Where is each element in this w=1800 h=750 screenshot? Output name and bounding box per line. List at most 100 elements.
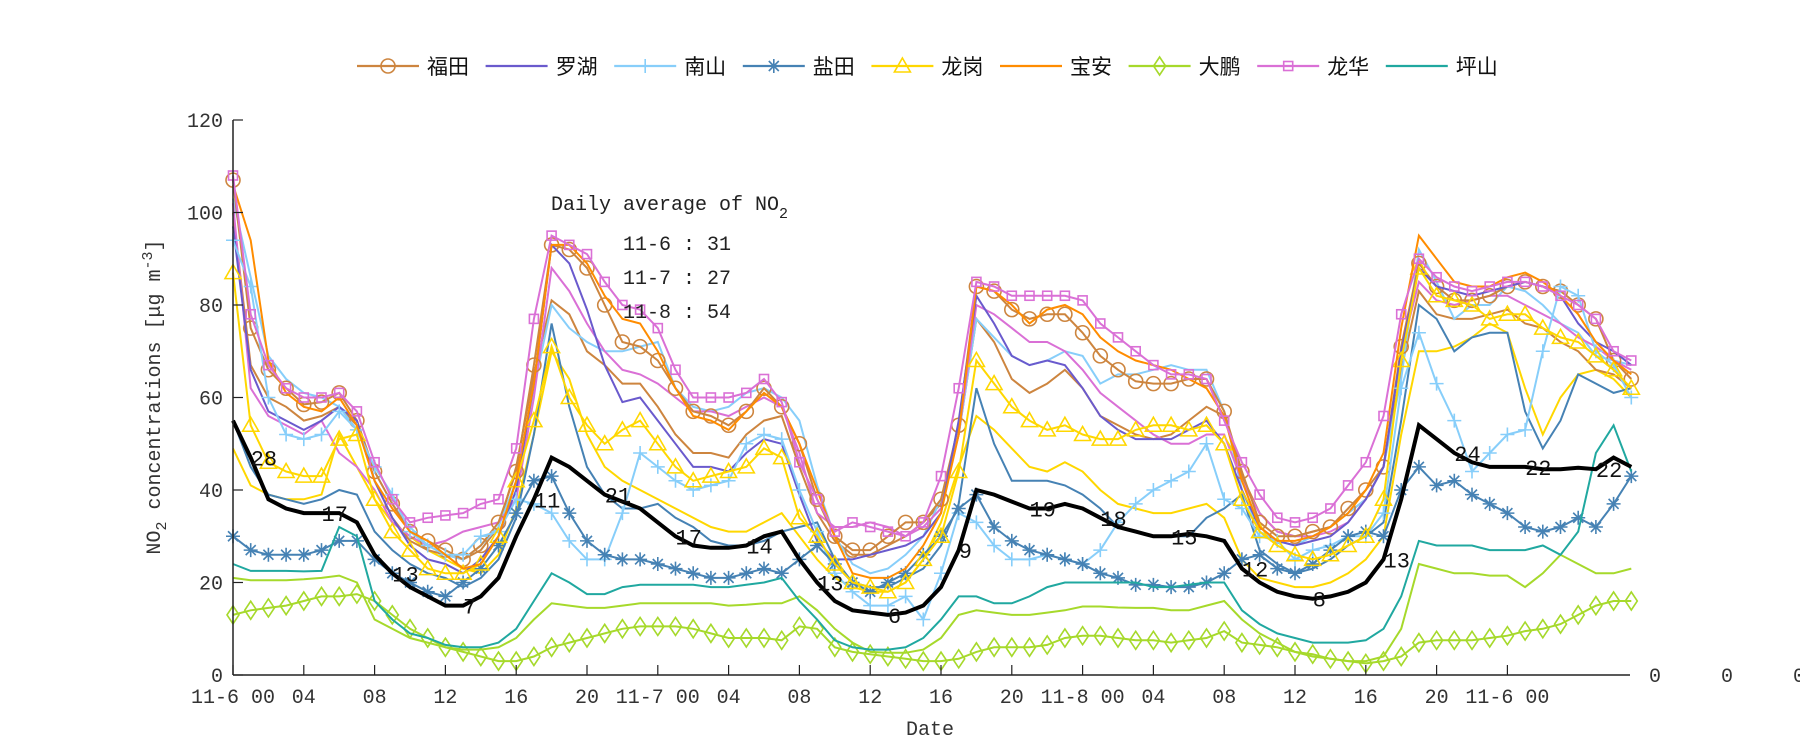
data-point-marker: [1199, 436, 1214, 451]
x-tick-label: 20: [575, 687, 599, 710]
x-tick-label: 16: [929, 687, 953, 710]
data-point-marker: [1144, 415, 1163, 433]
data-point-marker: [933, 491, 949, 508]
data-point-marker: [1095, 318, 1106, 329]
data-point-marker: [1041, 290, 1053, 302]
data-point-marker: [1482, 627, 1497, 649]
data-point-marker: [634, 304, 646, 315]
x-tick-label: 04: [1141, 687, 1165, 710]
data-point-marker: [1535, 618, 1550, 640]
mean-data-label: 19: [1030, 499, 1056, 524]
data-point-marker: [562, 506, 577, 521]
data-point-marker: [880, 598, 895, 613]
data-point-marker: [1183, 369, 1195, 380]
data-point-marker: [261, 390, 276, 405]
data-point-marker: [400, 540, 420, 557]
data-point-marker: [864, 521, 876, 533]
data-point-marker: [579, 260, 595, 276]
data-point-marker: [705, 392, 717, 403]
data-point-marker: [1394, 483, 1409, 497]
data-point-marker: [382, 522, 402, 539]
mean-data-label: 6: [888, 605, 901, 630]
data-point-marker: [916, 547, 931, 562]
data-point-marker: [844, 542, 861, 558]
data-point-marker: [280, 382, 292, 394]
data-point-marker: [686, 618, 701, 640]
data-point-marker: [509, 492, 524, 507]
x-tick-label: 20: [1425, 687, 1449, 710]
data-point-marker: [1518, 620, 1533, 642]
data-point-marker: [953, 382, 965, 394]
legend-marker: [638, 59, 653, 73]
data-point-marker: [369, 456, 380, 468]
data-point-marker: [314, 543, 329, 558]
data-point-marker: [506, 471, 526, 488]
data-point-marker: [1112, 332, 1124, 343]
data-point-marker: [987, 636, 1002, 658]
data-point-marker: [1252, 547, 1267, 562]
data-point-marker: [473, 529, 488, 544]
data-point-marker: [1323, 543, 1338, 558]
data-point-marker: [897, 514, 914, 531]
axes: 0 20 40 60 80 100 120 11-6 00 04 08 12 16 20 11-7 00 0…: [187, 111, 1630, 710]
data-point-marker: [1020, 411, 1039, 428]
data-point-marker: [420, 627, 435, 649]
data-point-marker: [1146, 483, 1161, 497]
data-point-marker: [351, 406, 363, 417]
data-point-marker: [1305, 643, 1320, 665]
data-point-marker: [1358, 482, 1374, 498]
y-axis-label: NO2 concentrations [μg m-3]: [140, 239, 171, 554]
data-point-marker: [652, 322, 664, 334]
data-point-marker: [1040, 547, 1055, 562]
data-point-marker: [1429, 478, 1444, 493]
data-point-marker: [650, 459, 665, 474]
data-point-marker: [367, 590, 382, 612]
legend-marker: [893, 56, 912, 73]
data-point-marker: [403, 575, 417, 590]
data-point-marker: [1165, 369, 1177, 380]
data-point-marker: [1111, 570, 1125, 585]
data-point-marker: [457, 507, 469, 519]
data-point-marker: [1077, 295, 1088, 306]
data-point-marker: [776, 396, 788, 408]
data-point-marker: [1480, 309, 1500, 326]
data-point-marker: [633, 552, 648, 567]
data-point-marker: [1447, 629, 1462, 651]
data-point-marker: [296, 432, 311, 447]
data-point-marker: [1198, 371, 1215, 387]
data-point-marker: [931, 526, 951, 544]
data-point-marker: [1429, 629, 1444, 651]
data-point-marker: [1234, 552, 1249, 567]
data-point-marker: [599, 276, 611, 288]
data-point-marker: [790, 508, 809, 525]
data-point-marker: [1217, 620, 1232, 642]
data-point-marker: [1411, 632, 1426, 654]
data-point-marker: [296, 590, 311, 612]
data-point-marker: [650, 615, 665, 637]
y-tick-label: 40: [199, 481, 223, 504]
data-point-marker: [1288, 566, 1302, 581]
data-point-marker: [900, 530, 911, 542]
data-point-marker: [456, 547, 471, 562]
data-point-marker: [365, 489, 384, 507]
data-point-marker: [1535, 524, 1550, 539]
data-point-marker: [632, 338, 648, 355]
data-point-marker: [1110, 361, 1126, 378]
data-point-marker: [1127, 373, 1144, 390]
data-point-marker: [367, 552, 382, 567]
data-point-marker: [542, 337, 561, 354]
legend-marker: [1152, 55, 1167, 77]
data-point-marker: [1003, 301, 1020, 318]
series-坪山: [232, 423, 1633, 651]
data-point-marker: [1411, 459, 1426, 474]
data-point-marker: [347, 424, 367, 442]
data-point-marker: [1502, 276, 1513, 288]
data-point-marker: [666, 457, 685, 474]
data-point-marker: [967, 350, 986, 368]
data-point-marker: [1340, 500, 1356, 517]
data-point-marker: [475, 498, 487, 510]
legend-marker: [380, 58, 396, 74]
data-point-marker: [332, 404, 347, 419]
x-tick-label: 04: [292, 687, 316, 710]
